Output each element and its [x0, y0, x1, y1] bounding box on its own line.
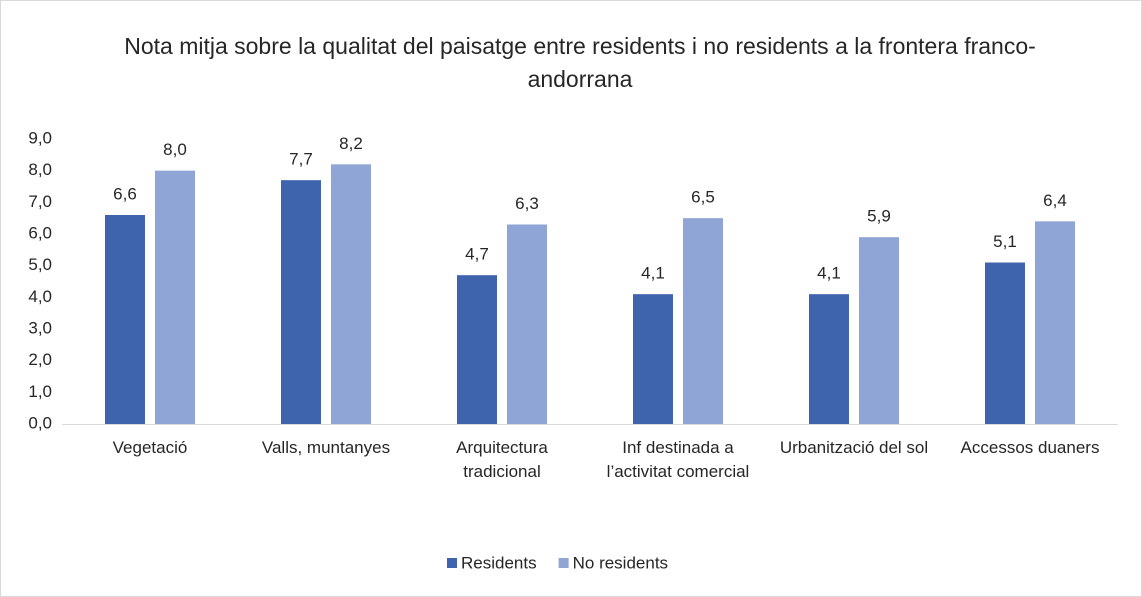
- data-label: 5,9: [867, 207, 891, 226]
- data-label: 6,6: [113, 184, 137, 203]
- x-tick-label: Inf destinada a l’activitat comercial: [606, 438, 750, 481]
- x-tick-label: Arquitectura tradicional: [456, 438, 548, 481]
- data-label: 6,5: [691, 188, 715, 207]
- bar: [331, 164, 371, 425]
- legend-swatch: [558, 558, 569, 568]
- y-tick-label: 0,0: [28, 413, 52, 432]
- data-label: 6,4: [1043, 191, 1067, 210]
- bar: [507, 224, 547, 424]
- y-tick-label: 4,0: [28, 287, 52, 306]
- y-tick-label: 6,0: [28, 223, 52, 242]
- data-label: 4,7: [465, 245, 489, 264]
- y-tick-label: 5,0: [28, 255, 52, 274]
- legend-swatch: [447, 558, 457, 568]
- data-label: 8,2: [339, 134, 363, 153]
- legend-label: Residents: [461, 553, 537, 572]
- y-tick-label: 1,0: [28, 382, 52, 401]
- bar: [155, 170, 195, 424]
- bar: [683, 218, 723, 424]
- y-tick-label: 2,0: [28, 350, 52, 369]
- data-label: 4,1: [817, 264, 841, 283]
- bar: [809, 294, 849, 424]
- y-tick-label: 3,0: [28, 318, 52, 337]
- data-label: 8,0: [163, 140, 187, 159]
- chart-title: Nota mitja sobre la qualitat del paisatg…: [124, 33, 1036, 92]
- y-tick-label: 9,0: [28, 128, 52, 147]
- x-tick-label: Accessos duaners: [960, 438, 1100, 457]
- bar: [105, 215, 145, 424]
- bar: [859, 237, 899, 424]
- bar: [457, 275, 497, 424]
- legend-label: No residents: [573, 553, 668, 572]
- y-tick-label: 8,0: [28, 160, 52, 179]
- x-tick-label: Vegetació: [112, 438, 188, 457]
- y-tick-label: 7,0: [28, 192, 52, 211]
- bar: [985, 262, 1025, 424]
- data-label: 5,1: [993, 232, 1017, 251]
- data-label: 7,7: [289, 150, 313, 169]
- bar: [1035, 221, 1075, 424]
- bar: [633, 294, 673, 424]
- data-label: 6,3: [515, 194, 539, 213]
- x-tick-label: Valls, muntanyes: [261, 438, 391, 457]
- data-label: 4,1: [641, 264, 665, 283]
- x-tick-label: Urbanització del sol: [779, 438, 929, 457]
- bar: [281, 180, 321, 424]
